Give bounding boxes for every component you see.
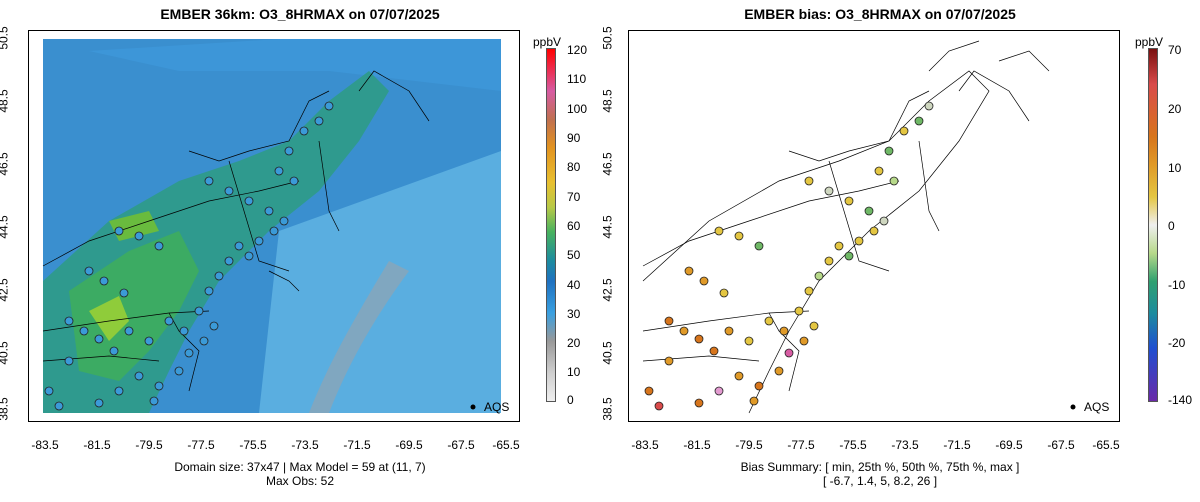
x-tick: -67.5 xyxy=(1047,438,1075,452)
x-tick: -65.5 xyxy=(492,438,520,452)
y-tick: 40.5 xyxy=(600,341,615,365)
right-map-svg xyxy=(629,31,1119,421)
colorbar-tick: 20 xyxy=(567,336,581,350)
x-tick: -81.5 xyxy=(83,438,111,452)
colorbar-tick: 120 xyxy=(567,43,588,57)
y-tick: 46.5 xyxy=(0,152,11,176)
left-caption-2: Max Obs: 52 xyxy=(265,474,335,488)
y-tick: 48.5 xyxy=(600,89,615,113)
colorbar-tick: 40 xyxy=(567,278,581,292)
y-tick: 50.5 xyxy=(0,26,11,50)
left-colorbar-unit: ppbV xyxy=(533,35,562,49)
x-tick: -67.5 xyxy=(447,438,475,452)
colorbar-tick: 0 xyxy=(1168,219,1175,233)
x-tick: -65.5 xyxy=(1092,438,1120,452)
colorbar-tick: 70 xyxy=(567,190,581,204)
colorbar-tick: 0 xyxy=(567,393,574,407)
right-map xyxy=(628,30,1120,422)
x-tick: -75.5 xyxy=(239,438,267,452)
y-tick: 40.5 xyxy=(0,341,11,365)
x-tick: -83.5 xyxy=(31,438,59,452)
colorbar-tick: -10 xyxy=(1168,278,1186,292)
colorbar-tick: 50 xyxy=(567,248,581,262)
colorbar-tick: 30 xyxy=(567,307,581,321)
y-tick: 50.5 xyxy=(600,26,615,50)
x-tick: -79.5 xyxy=(135,438,163,452)
left-map xyxy=(28,30,520,422)
y-tick: 42.5 xyxy=(0,278,11,302)
right-colorbar-unit: ppbV xyxy=(1135,35,1164,49)
colorbar-tick: 110 xyxy=(567,72,587,86)
right-caption-2: [ -6.7, 1.4, 5, 8.2, 26 ] xyxy=(822,474,938,488)
x-tick: -83.5 xyxy=(631,438,659,452)
x-tick: -71.5 xyxy=(943,438,971,452)
colorbar-tick: 70 xyxy=(1168,43,1182,57)
left-legend-aqs: AQS xyxy=(484,400,510,414)
colorbar-tick: 80 xyxy=(567,160,581,174)
x-tick: -77.5 xyxy=(787,438,815,452)
x-tick: -77.5 xyxy=(187,438,215,452)
colorbar-tick: 90 xyxy=(567,131,581,145)
x-tick: -69.5 xyxy=(995,438,1023,452)
y-tick: 46.5 xyxy=(600,152,615,176)
left-caption-1: Domain size: 37x47 | Max Model = 59 at (… xyxy=(174,460,426,474)
right-colorbar xyxy=(1148,48,1158,402)
x-tick: -75.5 xyxy=(839,438,867,452)
x-tick: -69.5 xyxy=(395,438,423,452)
right-panel: EMBER bias: O3_8HRMAX on 07/07/2025 50.5… xyxy=(600,0,1200,502)
x-tick: -81.5 xyxy=(683,438,711,452)
x-tick: -73.5 xyxy=(291,438,319,452)
colorbar-tick: 10 xyxy=(1168,161,1182,175)
colorbar-tick: 10 xyxy=(567,365,581,379)
y-tick: 44.5 xyxy=(0,215,11,239)
left-panel: EMBER 36km: O3_8HRMAX on 07/07/2025 50.5… xyxy=(0,6,588,488)
colorbar-tick: 20 xyxy=(1168,102,1182,116)
y-tick: 38.5 xyxy=(600,397,615,421)
colorbar-tick: 100 xyxy=(567,102,588,116)
x-tick: -73.5 xyxy=(891,438,919,452)
left-colorbar xyxy=(546,48,556,402)
colorbar-tick: -140 xyxy=(1168,393,1193,407)
y-tick: 42.5 xyxy=(600,278,615,302)
left-title: EMBER 36km: O3_8HRMAX on 07/07/2025 xyxy=(160,6,440,22)
right-legend-aqs: AQS xyxy=(1084,400,1110,414)
y-tick: 48.5 xyxy=(0,89,11,113)
x-tick: -79.5 xyxy=(735,438,763,452)
right-title: EMBER bias: O3_8HRMAX on 07/07/2025 xyxy=(744,6,1016,22)
colorbar-tick: 60 xyxy=(567,219,581,233)
y-tick: 44.5 xyxy=(600,215,615,239)
colorbar-tick: -20 xyxy=(1168,336,1186,350)
y-tick: 38.5 xyxy=(0,397,11,421)
left-map-svg xyxy=(29,31,519,421)
x-tick: -71.5 xyxy=(343,438,371,452)
right-caption-1: Bias Summary: [ min, 25th %, 50th %, 75t… xyxy=(740,460,1020,474)
